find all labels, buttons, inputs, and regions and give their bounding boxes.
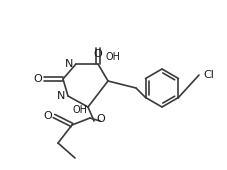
Text: O: O (33, 74, 42, 84)
Text: O: O (93, 49, 102, 59)
Text: OH: OH (72, 105, 87, 115)
Text: Cl: Cl (203, 70, 214, 80)
Text: N: N (57, 91, 65, 101)
Text: N: N (64, 59, 73, 69)
Text: O: O (43, 111, 52, 121)
Text: O: O (96, 114, 105, 124)
Text: OH: OH (105, 52, 120, 62)
